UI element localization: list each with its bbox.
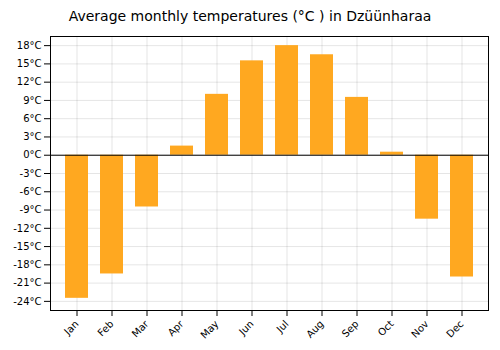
svg-text:-21°C: -21°C (13, 277, 41, 288)
svg-text:Aug: Aug (304, 318, 326, 340)
svg-text:Apr: Apr (166, 318, 187, 339)
svg-text:Oct: Oct (376, 318, 396, 338)
svg-text:-24°C: -24°C (13, 296, 41, 307)
svg-text:9°C: 9°C (23, 95, 41, 106)
svg-text:18°C: 18°C (17, 40, 42, 51)
svg-text:-18°C: -18°C (13, 259, 41, 270)
svg-text:Feb: Feb (95, 318, 115, 338)
svg-text:May: May (198, 318, 220, 340)
html-text:Average monthly temperatures (: Average monthly temperatures (°C ) in Dz… (68, 8, 432, 24)
svg-text:3°C: 3°C (23, 131, 41, 142)
svg-text:Dec: Dec (444, 318, 465, 339)
svg-text:-15°C: -15°C (13, 241, 41, 252)
svg-text:Jul: Jul (274, 318, 291, 335)
svg-text:-6°C: -6°C (20, 186, 42, 197)
svg-text:Mar: Mar (130, 318, 152, 340)
svg-text:0°C: 0°C (23, 149, 41, 160)
svg-text:12°C: 12°C (17, 76, 42, 87)
svg-text:-12°C: -12°C (13, 223, 41, 234)
svg-text:Jan: Jan (61, 318, 80, 337)
svg-text:Sep: Sep (340, 318, 361, 339)
svg-text:15°C: 15°C (17, 58, 42, 69)
svg-text:Jun: Jun (236, 318, 256, 338)
svg-text:-3°C: -3°C (20, 168, 42, 179)
svg-text:6°C: 6°C (23, 113, 41, 124)
svg-text:-9°C: -9°C (20, 204, 42, 215)
svg-text:Nov: Nov (409, 318, 431, 340)
